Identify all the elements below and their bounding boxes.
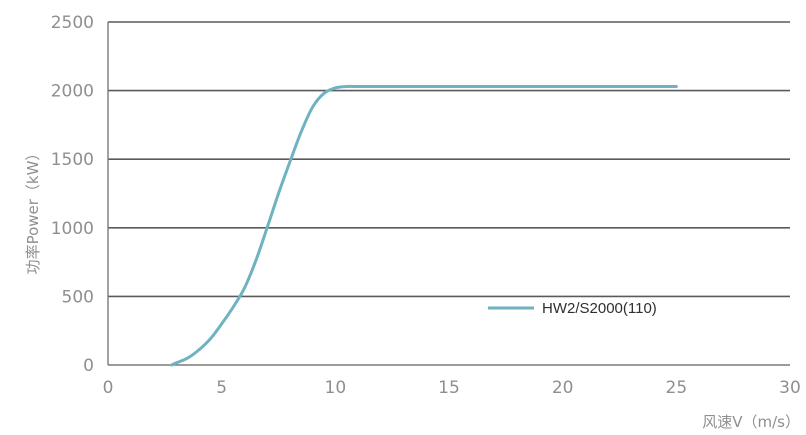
x-tick-0: 0	[103, 378, 114, 398]
legend: HW2/S2000(110)	[488, 300, 657, 317]
y-tick-labels: 0 500 1000 1500 2000 2500	[51, 13, 94, 376]
y-tick-0: 0	[83, 356, 94, 376]
y-axis-title: 功率Power（kW）	[24, 146, 42, 275]
x-axis-title: 风速V（m/s）	[702, 413, 800, 431]
grid-lines	[108, 21, 790, 298]
y-tick-1500: 1500	[51, 150, 94, 170]
series-line-0	[170, 84, 678, 367]
y-tick-2000: 2000	[51, 82, 94, 102]
x-tick-15: 15	[438, 378, 460, 398]
x-tick-25: 25	[666, 378, 688, 398]
x-tick-20: 20	[552, 378, 574, 398]
x-tick-10: 10	[325, 378, 347, 398]
series-lines	[170, 84, 678, 367]
legend-label-0: HW2/S2000(110)	[542, 300, 657, 317]
y-tick-2500: 2500	[51, 13, 94, 33]
y-tick-500: 500	[62, 287, 94, 307]
axes	[107, 22, 790, 366]
y-tick-1000: 1000	[51, 219, 94, 239]
x-tick-5: 5	[216, 378, 227, 398]
x-tick-labels: 0 5 10 15 20 25 30	[103, 378, 801, 398]
x-tick-30: 30	[779, 378, 801, 398]
